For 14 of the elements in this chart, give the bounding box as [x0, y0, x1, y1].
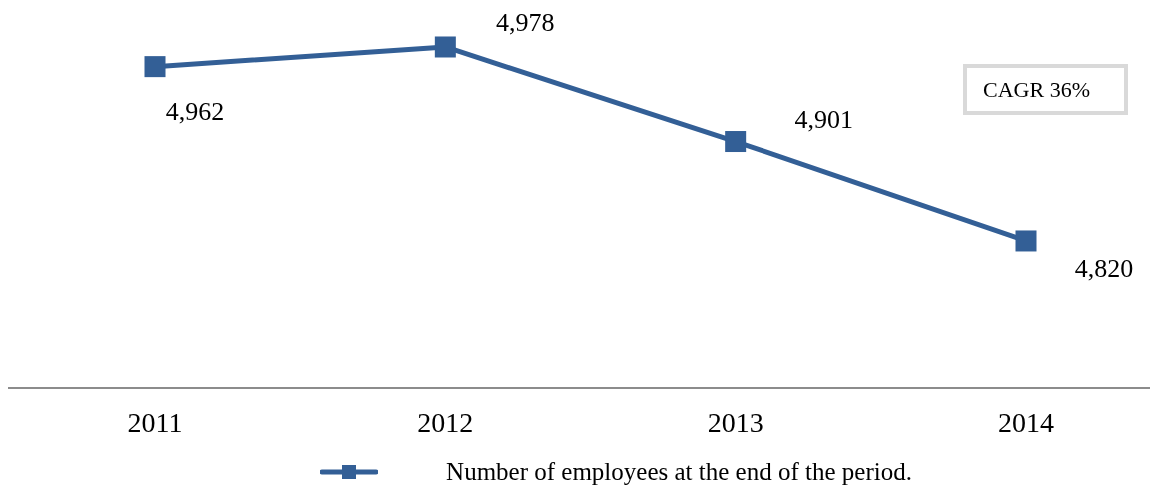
point [144, 56, 166, 78]
point [1015, 230, 1037, 252]
data-label: 4,978 [496, 8, 555, 38]
x-tick-label: 2012 [417, 406, 474, 438]
x-tick-label: 2014 [998, 406, 1054, 438]
point [725, 131, 747, 153]
text: Number of employees at the end of the period. [446, 458, 912, 486]
annotation: CAGR 36% [963, 64, 1128, 115]
x-tick-label: 2013 [707, 406, 764, 438]
point [434, 36, 456, 58]
data-label: 4,901 [794, 105, 853, 135]
data-label: 4,820 [1074, 254, 1134, 284]
data-label: 4,962 [165, 97, 225, 127]
x-tick-label: 2011 [127, 406, 183, 438]
